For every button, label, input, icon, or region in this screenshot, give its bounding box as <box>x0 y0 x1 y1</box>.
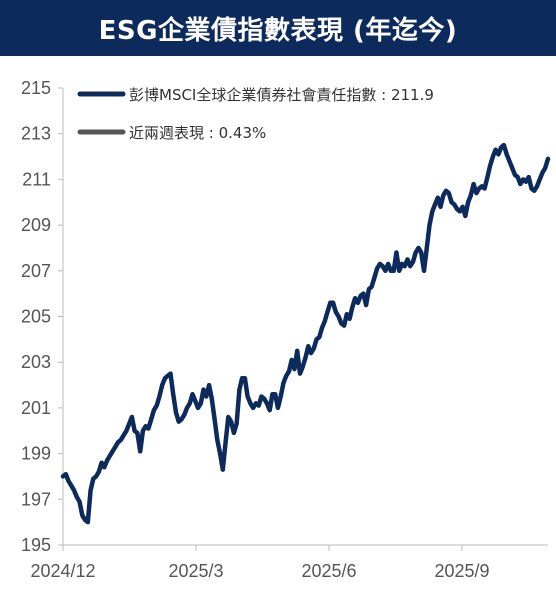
y-tick-label: 209 <box>21 215 51 235</box>
y-tick-label: 213 <box>21 124 51 144</box>
y-tick-label: 195 <box>21 535 51 555</box>
legend-label: 近兩週表現 : 0.43% <box>129 124 266 142</box>
y-tick-label: 215 <box>21 78 51 98</box>
plot-area <box>60 142 551 525</box>
x-tick-label: 2025/3 <box>168 561 223 581</box>
y-tick-label: 199 <box>21 444 51 464</box>
y-tick-label: 205 <box>21 307 51 327</box>
legend-label: 彭博MSCI全球企業債券社會責任指數 : 211.9 <box>129 86 434 104</box>
chart-legend: 彭博MSCI全球企業債券社會責任指數 : 211.9 近兩週表現 : 0.43% <box>77 86 434 142</box>
y-tick-label: 197 <box>21 489 51 509</box>
y-tick-label: 203 <box>21 352 51 372</box>
x-tick-label: 2025/6 <box>301 561 356 581</box>
chart-title-bar: ESG企業債指數表現 (年迄今) <box>0 0 556 56</box>
x-tick-label: 2025/9 <box>434 561 489 581</box>
line-chart: 195 197 199 201 203 205 207 209 211 213 215 2024/12… <box>21 78 551 581</box>
y-tick-label: 207 <box>21 261 51 281</box>
chart-title: ESG企業債指數表現 (年迄今) <box>98 15 458 46</box>
y-tick-label: 211 <box>22 169 51 189</box>
y-tick-label: 201 <box>21 398 51 418</box>
x-tick-label: 2024/12 <box>30 561 95 581</box>
series-line-esg-index <box>60 142 551 525</box>
chart-axes: 195 197 199 201 203 205 207 209 211 213 215 2024/12… <box>21 78 548 581</box>
